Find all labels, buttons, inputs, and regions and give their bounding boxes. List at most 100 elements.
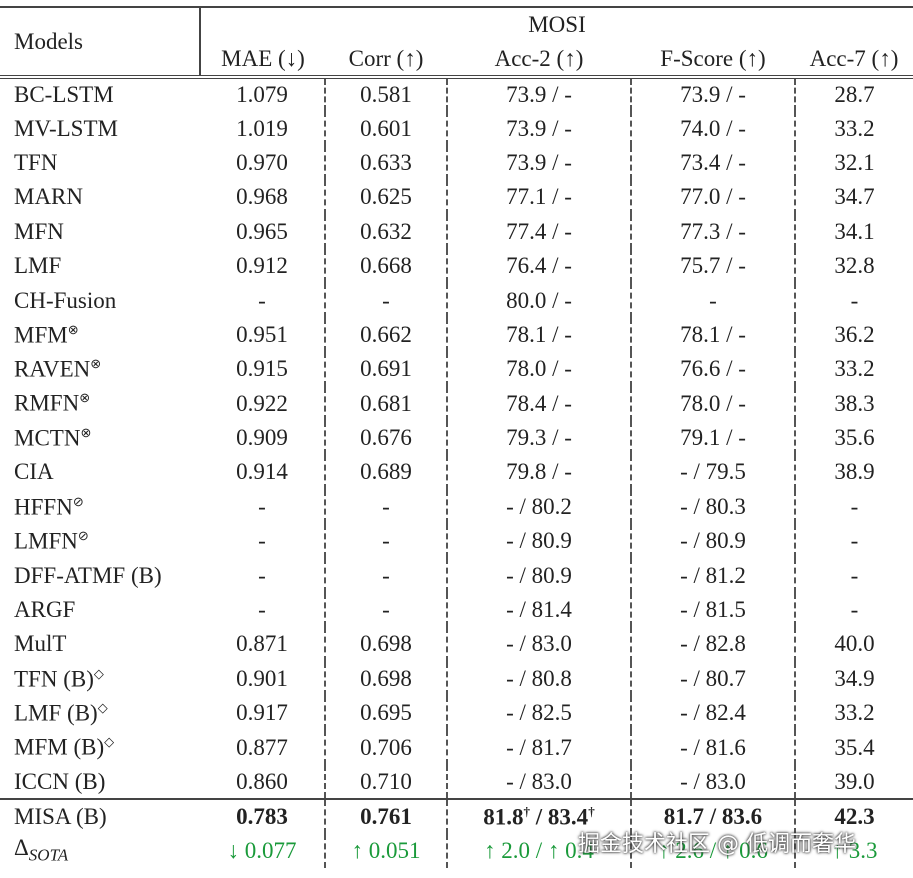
cell-text: 73.9 / - <box>680 82 746 108</box>
cell-text: 34.9 <box>834 665 875 691</box>
model-text: DFF-ATMF (B) <box>14 562 162 588</box>
model-name: CIA <box>0 455 200 489</box>
cell: 34.7 <box>794 180 913 215</box>
watermark: 掘金技术社区 @ 低调而奢华 <box>578 832 856 857</box>
cell-text: † <box>523 803 531 819</box>
cell-text: - / 81.6 <box>680 734 746 760</box>
cell-text: 0.970 <box>236 149 288 175</box>
cell-text: - <box>382 287 390 313</box>
cell-text: 33.2 <box>834 356 875 382</box>
model-mark: ⊗ <box>80 424 92 440</box>
cell: 0.761 <box>324 798 447 834</box>
cell-text: 0.761 <box>360 803 412 829</box>
cell-text: 75.7 / - <box>680 253 746 279</box>
table-row: ΔSOTA ↓ 0.077 ↑ 0.051 ↑ 2.0 / ↑ 0.4 ↑ 2.6 / … <box>0 833 913 868</box>
cell-text: 0.783 <box>236 803 288 829</box>
model-text: LMF (B) <box>14 700 98 726</box>
cell: - / 83.0 <box>446 764 631 800</box>
model-text: MulT <box>14 631 67 657</box>
cell-text: 78.0 / - <box>680 390 746 416</box>
cell: - <box>324 283 447 318</box>
cell-text: - / 80.9 <box>506 528 572 554</box>
cell: - / 82.4 <box>630 696 795 731</box>
cell-text: 0.689 <box>360 459 412 485</box>
cell-text: / 83.4 <box>530 804 589 830</box>
cell-text: 1.079 <box>236 82 288 108</box>
cell: 0.601 <box>324 111 447 146</box>
model-mark: ⊘ <box>72 493 84 509</box>
table-row: TFN (B)◇ 0.901 0.698 - / 80.8 - / 80.7 34.9 <box>0 661 913 697</box>
cell: 78.0 / - <box>630 386 795 421</box>
cell: - <box>200 283 325 317</box>
cell-text: - / 81.2 <box>680 562 746 588</box>
cell: - / 81.4 <box>446 592 631 628</box>
cell: 81.8† / 83.4† <box>446 798 631 834</box>
cell: 77.3 / - <box>630 214 795 249</box>
cell: - <box>200 593 325 627</box>
cell-text: 0.676 <box>360 425 412 451</box>
model-name: LMF <box>0 249 200 283</box>
cell-text: 32.1 <box>834 149 875 175</box>
table-row: MulT 0.871 0.698 - / 83.0 - / 82.8 40.0 <box>0 627 913 662</box>
cell-text: 0.632 <box>360 218 412 244</box>
model-text: MARN <box>14 184 84 210</box>
cell: 1.019 <box>200 111 325 145</box>
cell: 32.8 <box>794 248 913 284</box>
cell-text: 79.1 / - <box>680 425 746 451</box>
cell-text: - / 81.5 <box>680 597 746 623</box>
cell: 0.698 <box>324 661 447 697</box>
cell-text: 77.4 / - <box>506 218 572 244</box>
cell: 28.7 <box>794 77 913 112</box>
delta-symbol: Δ <box>14 835 29 861</box>
model-text: ARGF <box>14 597 76 623</box>
cell: 79.3 / - <box>446 420 631 456</box>
table-row: ICCN (B) 0.860 0.710 - / 83.0 - / 83.0 39.0 <box>0 764 913 800</box>
table-row: HFFN⊘ - - - / 80.2 - / 80.3 - <box>0 489 913 525</box>
cell: 78.4 / - <box>446 386 631 421</box>
cell-text: 0.633 <box>360 149 412 175</box>
cell: 0.706 <box>324 730 447 765</box>
cell-text: - <box>709 287 717 313</box>
cell-text: 77.1 / - <box>506 184 572 210</box>
cell-text: - <box>850 597 859 623</box>
cell-text: 77.3 / - <box>680 218 746 244</box>
cell: 0.968 <box>200 180 325 214</box>
cell: 35.6 <box>794 420 913 456</box>
column-header: MAE (↓) <box>200 42 325 79</box>
model-text: RMFN <box>14 391 80 417</box>
cell-text: 34.1 <box>834 218 875 244</box>
table-row: CIA 0.914 0.689 79.8 / - - / 79.5 38.9 <box>0 455 913 490</box>
cell-text: - <box>258 528 266 554</box>
cell-text: 39.0 <box>834 768 875 794</box>
cell: 0.970 <box>200 146 325 180</box>
cell-text: 0.601 <box>360 115 412 141</box>
cell: 78.0 / - <box>446 352 631 387</box>
cell: - <box>794 558 913 593</box>
cell-text: - <box>258 562 266 588</box>
model-text: TFN <box>14 149 58 175</box>
cell: 78.1 / - <box>446 317 631 353</box>
cell-text: 0.877 <box>236 734 288 760</box>
cell: 79.1 / - <box>630 420 795 456</box>
cell: 0.951 <box>200 318 325 352</box>
delta-subscript: SOTA <box>28 846 69 866</box>
cell: 32.1 <box>794 145 913 181</box>
cell-text: ↑ 3.3 <box>831 837 878 863</box>
table-row: LMF (B)◇ 0.917 0.695 - / 82.5 - / 82.4 33.2 <box>0 696 913 731</box>
cell-text: 0.710 <box>360 768 412 794</box>
cell-text: 74.0 / - <box>680 115 746 141</box>
cell: 36.2 <box>794 317 913 353</box>
table-row: MISA (B) 0.783 0.761 81.8† / 83.4† 81.7 / 83… <box>0 798 913 834</box>
cell: - / 83.0 <box>446 627 631 662</box>
cell: 77.4 / - <box>446 214 631 249</box>
cell-text: 0.691 <box>360 356 412 382</box>
cell-text: 33.2 <box>834 700 875 726</box>
cell-text: - <box>382 597 390 623</box>
cell-text: 28.7 <box>834 82 875 108</box>
cell: - / 81.5 <box>630 592 795 628</box>
model-name: ΔSOTA <box>0 834 200 868</box>
cell-text: 73.9 / - <box>506 115 572 141</box>
header-row: Models MOSI <box>0 6 913 79</box>
cell-text: 81.7 / 83.6 <box>663 803 763 829</box>
cell: 77.0 / - <box>630 180 795 215</box>
